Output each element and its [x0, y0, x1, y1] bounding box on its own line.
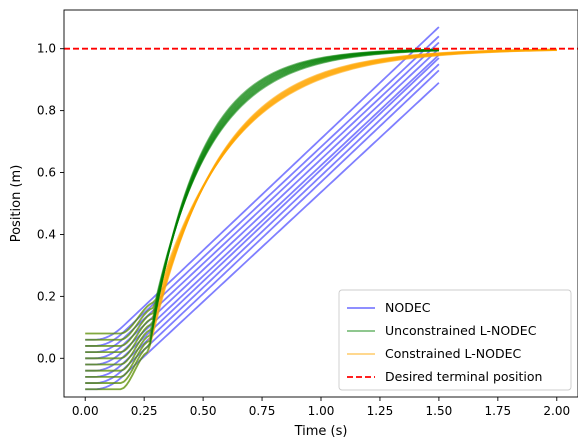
axes: 0.00 0.25 0.50 0.75 1.00 1.25 1.50 1.75 2.00 0.0 0… [37, 9, 578, 418]
x-tick-label: 0.25 [131, 404, 158, 418]
nodec-trajectory-8 [85, 35, 440, 347]
y-tick-label: 0.4 [37, 227, 56, 241]
x-tick-label: 1.25 [367, 404, 394, 418]
legend-box [338, 289, 572, 391]
y-tick-label: 0.2 [37, 289, 56, 303]
nodec-trajectory-9 [85, 26, 440, 341]
y-tick-label: 0.6 [37, 166, 56, 180]
nodec-trajectory-3 [85, 63, 440, 378]
legend: NODEC Unconstrained L-NODEC Constrained L-… [338, 289, 572, 391]
nodec-trajectory-4 [85, 57, 440, 372]
y-tick-label: 0.8 [37, 104, 56, 118]
x-tick-label: 1.75 [484, 404, 511, 418]
legend-label-1: NODEC [385, 300, 431, 315]
x-tick-label: 0.00 [72, 404, 99, 418]
x-tick-label: 0.50 [190, 404, 217, 418]
y-axis-label: Position (m) [9, 165, 24, 243]
plot-area [64, 26, 578, 391]
y-tick-label: 1.0 [37, 42, 56, 56]
curves-layer [64, 26, 578, 391]
legend-label-2: Unconstrained L-NODEC [385, 323, 537, 338]
legend-label-3: Constrained L-NODEC [385, 346, 521, 361]
x-axis-label: Time (s) [294, 424, 348, 439]
nodec-trajectory-1 [85, 82, 440, 391]
x-tick-label: 2.00 [543, 404, 570, 418]
y-tick-label: 0.0 [37, 351, 56, 365]
unconstrained-lnodec-trajectory-10 [85, 49, 439, 335]
x-tick-label: 1.50 [426, 404, 453, 418]
legend-label-4: Desired terminal position [385, 369, 542, 384]
x-tick-label: 1.00 [308, 404, 335, 418]
x-tick-label: 0.75 [249, 404, 276, 418]
